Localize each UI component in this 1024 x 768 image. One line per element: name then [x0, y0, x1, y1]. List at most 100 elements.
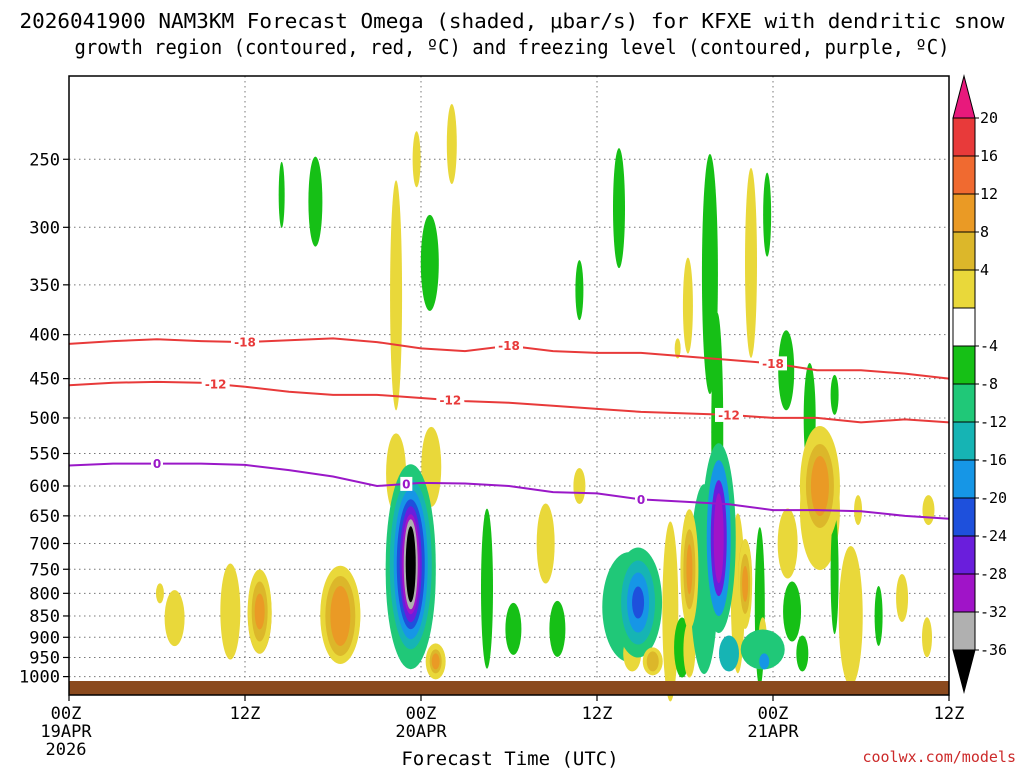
colorbar-box — [952, 231, 976, 271]
y-tick-label: 600 — [29, 477, 60, 497]
omega-feature — [763, 172, 772, 257]
contour-label: -18 — [498, 339, 520, 353]
omega-feature — [613, 148, 625, 269]
y-tick-label: 650 — [29, 507, 60, 527]
colorbar-box — [952, 459, 976, 499]
colorbar-label: -24 — [980, 527, 1007, 545]
contour-label: -12 — [205, 378, 227, 392]
omega-feature — [854, 495, 863, 526]
omega-feature — [777, 508, 798, 579]
x-tick-label: 21APR — [747, 722, 799, 742]
colorbar-box — [952, 611, 976, 651]
omega-feature — [830, 514, 839, 635]
x-tick-label: 2026 — [46, 740, 87, 760]
ground-surface — [69, 681, 949, 695]
y-tick-label: 500 — [29, 409, 60, 429]
colorbar-label: 20 — [980, 109, 998, 127]
contour-label: 0 — [153, 457, 161, 471]
colorbar-label: 4 — [980, 261, 989, 279]
contour-label-bg — [495, 338, 523, 353]
plot-border — [68, 75, 950, 696]
x-tick-label: 12Z — [934, 704, 965, 724]
omega-feature — [922, 495, 935, 526]
omega-core-ring — [254, 593, 265, 630]
x-tick-label: 00Z — [758, 704, 789, 724]
colorbar-top-triangle — [952, 74, 976, 119]
contour-label: -18 — [234, 336, 256, 350]
colorbar-label: -36 — [980, 641, 1007, 659]
y-axis: 2503003504004505005506006507007508008509… — [19, 150, 69, 688]
omega-feature — [759, 653, 770, 670]
colorbar-label: 8 — [980, 223, 989, 241]
colorbar-label: 12 — [980, 185, 998, 203]
omega-feature — [155, 583, 164, 604]
omega-core-ring — [686, 544, 693, 595]
y-tick-label: 450 — [29, 370, 60, 390]
x-tick-label: 00Z — [51, 704, 82, 724]
omega-core-ring — [646, 651, 659, 672]
omega-shading — [155, 104, 935, 702]
x-tick-label: 12Z — [582, 704, 613, 724]
contour-label: -18 — [762, 357, 784, 371]
omega-feature — [683, 621, 696, 678]
contour-label-bg — [231, 335, 259, 350]
y-tick-label: 250 — [29, 150, 60, 170]
y-tick-label: 400 — [29, 326, 60, 346]
omega-feature — [390, 180, 403, 411]
omega-feature — [549, 600, 566, 657]
omega-feature — [874, 585, 883, 646]
omega-feature — [164, 590, 185, 647]
colorbar: 20 16 12 8 4 -4 -8 -12 -16 -20 -24 -28 -32 -36 — [952, 74, 1007, 694]
y-tick-label: 1000 — [19, 668, 60, 688]
omega-feature — [575, 260, 584, 321]
y-tick-label: 850 — [29, 607, 60, 627]
omega-core-ring — [431, 653, 440, 670]
x-tick-label: 19APR — [40, 722, 92, 742]
y-tick-label: 900 — [29, 628, 60, 648]
omega-feature — [674, 338, 681, 359]
omega-feature — [420, 214, 439, 311]
y-tick-label: 750 — [29, 560, 60, 580]
colorbar-label: 16 — [980, 147, 998, 165]
colorbar-box — [952, 307, 976, 347]
omega-feature — [682, 257, 693, 354]
colorbar-box — [952, 345, 976, 385]
colorbar-box — [952, 269, 976, 309]
omega-feature — [481, 508, 493, 669]
omega-feature — [505, 602, 522, 655]
y-tick-label: 950 — [29, 648, 60, 668]
omega-feature — [745, 167, 757, 358]
contour-label-bg — [436, 393, 465, 408]
colorbar-box — [952, 535, 976, 575]
y-tick-label: 700 — [29, 535, 60, 555]
colorbar-label: -28 — [980, 565, 1007, 583]
watermark-text: coolwx.com/models — [862, 748, 1016, 766]
contour-label-bg — [400, 476, 413, 491]
omega-feature — [536, 503, 555, 584]
contour-label: -12 — [439, 394, 461, 408]
contour-label-bg — [201, 377, 230, 392]
colorbar-box — [952, 421, 976, 461]
contour-label-bg — [635, 492, 647, 507]
colorbar-label: -4 — [980, 337, 998, 355]
chart-title-line-1: 2026041900 NAM3KM Forecast Omega (shaded… — [20, 9, 1006, 33]
x-axis-title: Forecast Time (UTC) — [401, 748, 618, 768]
colorbar-box — [952, 383, 976, 423]
omega-feature — [220, 563, 241, 660]
colorbar-box — [952, 573, 976, 613]
temperature-contours: -18 -18 -18 -12 -12 -12 0 0 0 — [68, 335, 950, 520]
omega-core-ring — [713, 493, 724, 584]
colorbar-box — [952, 155, 976, 195]
omega-feature — [740, 629, 785, 670]
omega-feature — [412, 131, 421, 188]
omega-feature — [278, 161, 285, 228]
contour-label: 0 — [637, 493, 645, 507]
y-tick-label: 550 — [29, 445, 60, 465]
colorbar-bottom-triangle — [952, 649, 976, 694]
omega-feature — [783, 581, 802, 642]
contour-label-bg — [759, 356, 787, 371]
colorbar-label: -16 — [980, 451, 1007, 469]
colorbar-box — [952, 193, 976, 233]
omega-feature — [308, 156, 323, 247]
colorbar-label: -32 — [980, 603, 1007, 621]
